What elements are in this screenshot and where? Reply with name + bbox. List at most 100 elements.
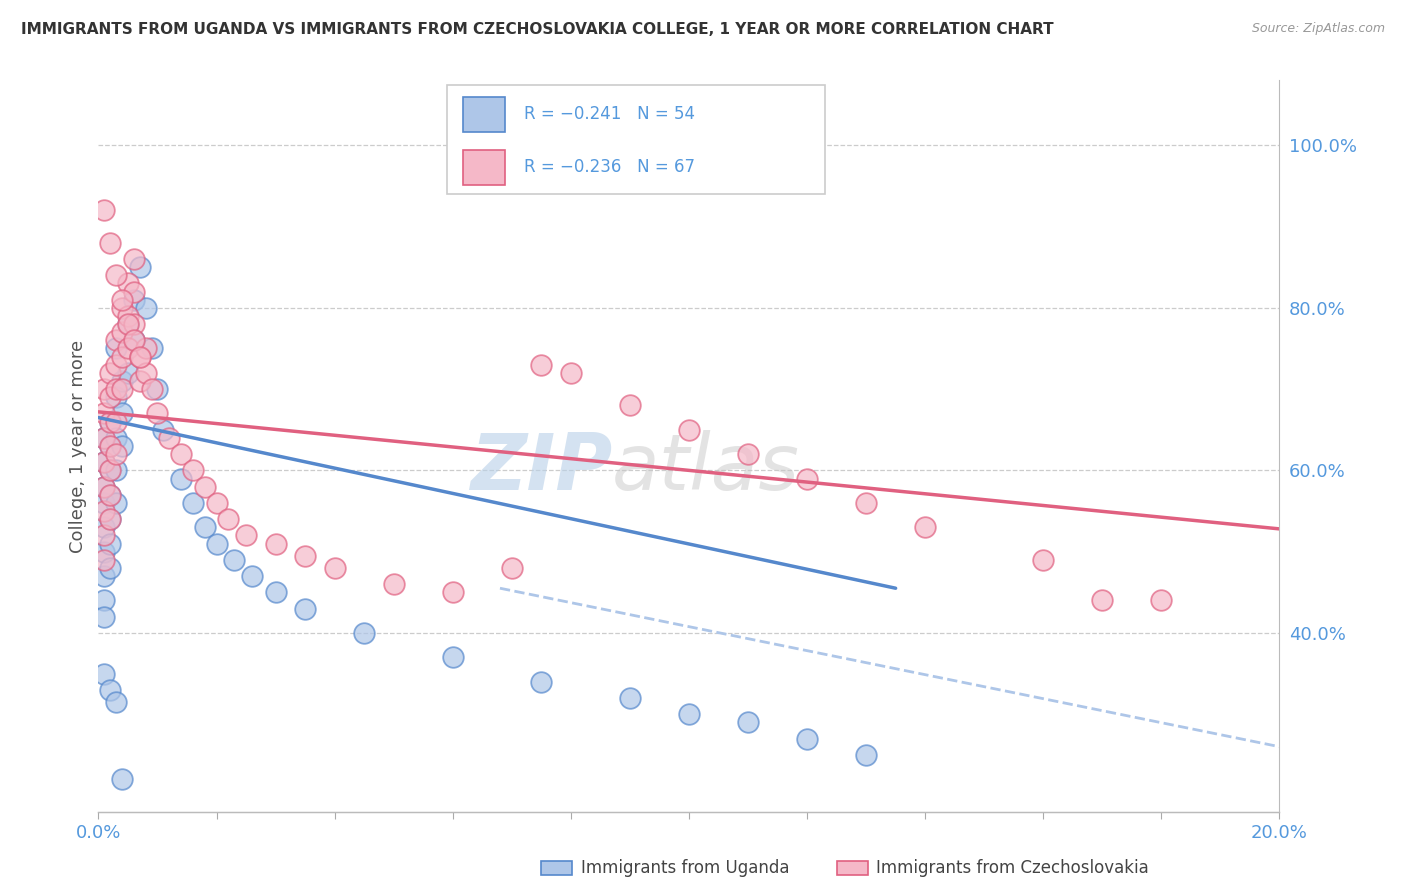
Point	[678, 707, 700, 722]
Point	[111, 407, 134, 421]
Point	[181, 463, 204, 477]
Point	[93, 480, 115, 494]
Point	[530, 674, 553, 689]
Point	[93, 666, 115, 681]
Point	[105, 496, 128, 510]
Point	[93, 593, 115, 607]
Point	[146, 407, 169, 421]
Point	[146, 382, 169, 396]
Point	[98, 536, 121, 550]
Point	[93, 407, 115, 421]
Point	[141, 382, 163, 396]
Point	[105, 431, 128, 445]
Point	[194, 520, 217, 534]
Point	[796, 471, 818, 485]
Point	[323, 561, 346, 575]
Point	[737, 715, 759, 730]
Point	[194, 480, 217, 494]
Text: ZIP: ZIP	[470, 430, 612, 506]
Point	[105, 695, 128, 709]
Point	[294, 549, 316, 563]
Point	[111, 325, 134, 339]
Point	[128, 374, 150, 388]
Point	[157, 431, 180, 445]
Point	[122, 334, 145, 348]
Point	[181, 496, 204, 510]
Point	[117, 366, 139, 380]
Point	[98, 439, 121, 453]
Point	[111, 293, 134, 307]
Point	[235, 528, 257, 542]
Point	[796, 731, 818, 746]
Point	[98, 415, 121, 429]
Point	[105, 268, 128, 283]
Point	[441, 650, 464, 665]
Point	[111, 382, 134, 396]
Point	[93, 520, 115, 534]
Point	[135, 366, 157, 380]
Point	[855, 496, 877, 510]
Point	[93, 431, 115, 445]
Point	[105, 415, 128, 429]
Text: Source: ZipAtlas.com: Source: ZipAtlas.com	[1251, 22, 1385, 36]
Point	[93, 496, 115, 510]
Point	[128, 350, 150, 364]
Point	[170, 471, 193, 485]
Point	[98, 235, 121, 250]
Point	[619, 398, 641, 412]
Point	[93, 569, 115, 583]
Point	[619, 690, 641, 705]
Point	[98, 488, 121, 502]
Point	[501, 561, 523, 575]
Point	[98, 366, 121, 380]
Point	[93, 544, 115, 558]
Point	[98, 512, 121, 526]
Point	[93, 480, 115, 494]
Point	[128, 350, 150, 364]
Point	[122, 252, 145, 266]
Point	[205, 496, 228, 510]
Point	[111, 439, 134, 453]
Point	[117, 309, 139, 323]
Point	[264, 585, 287, 599]
Point	[224, 553, 246, 567]
Bar	[464, 97, 505, 132]
Text: Immigrants from Uganda: Immigrants from Uganda	[581, 859, 789, 877]
Point	[105, 390, 128, 404]
Point	[128, 260, 150, 275]
Point	[105, 463, 128, 477]
Point	[105, 358, 128, 372]
Point	[122, 317, 145, 331]
Point	[111, 301, 134, 315]
Y-axis label: College, 1 year or more: College, 1 year or more	[69, 340, 87, 552]
Point	[98, 682, 121, 697]
Point	[93, 382, 115, 396]
Point	[737, 447, 759, 461]
Point	[141, 342, 163, 356]
Point	[560, 366, 582, 380]
Point	[294, 601, 316, 615]
Point	[98, 463, 121, 477]
Point	[122, 293, 145, 307]
Point	[1091, 593, 1114, 607]
Point	[264, 536, 287, 550]
Point	[117, 277, 139, 291]
Point	[98, 512, 121, 526]
Point	[111, 350, 134, 364]
Point	[353, 626, 375, 640]
Point	[98, 390, 121, 404]
Point	[530, 358, 553, 372]
Point	[93, 431, 115, 445]
Point	[93, 528, 115, 542]
Point	[98, 439, 121, 453]
Point	[135, 342, 157, 356]
Point	[117, 317, 139, 331]
Bar	[464, 150, 505, 185]
Point	[111, 374, 134, 388]
Point	[93, 609, 115, 624]
Point	[240, 569, 263, 583]
Point	[98, 488, 121, 502]
Point	[93, 553, 115, 567]
Text: R = −0.236   N = 67: R = −0.236 N = 67	[523, 159, 695, 177]
Point	[93, 455, 115, 469]
